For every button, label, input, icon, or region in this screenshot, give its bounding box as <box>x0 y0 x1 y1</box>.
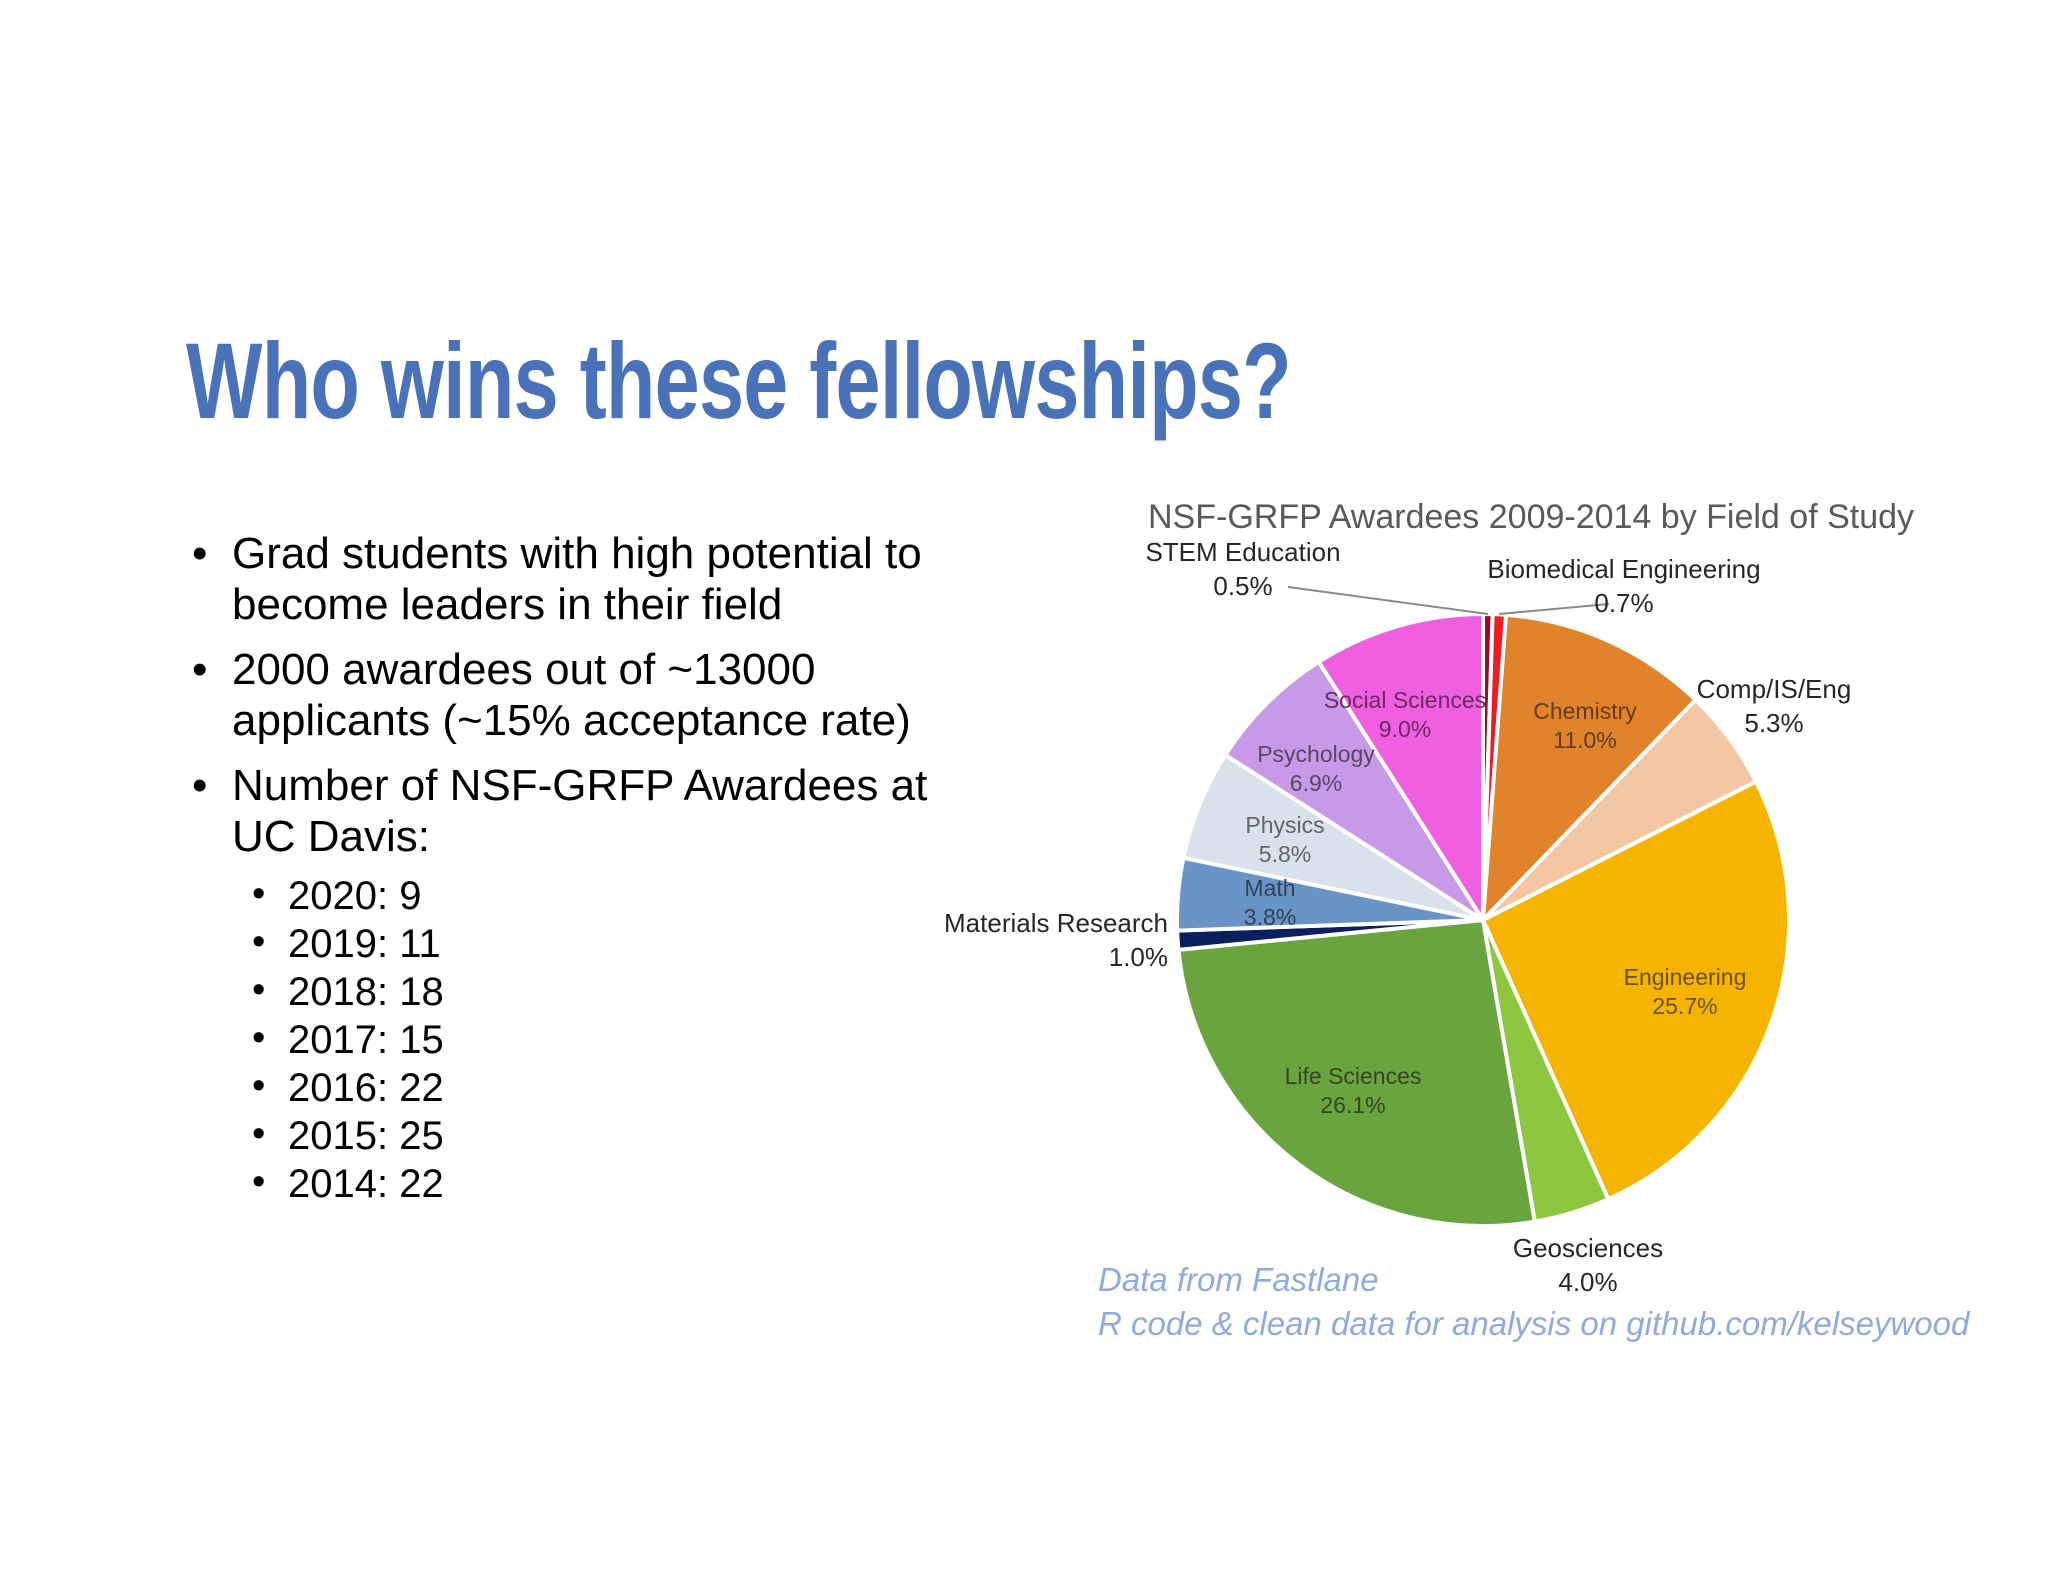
svg-text:11.0%: 11.0% <box>1553 727 1617 753</box>
svg-text:Physics: Physics <box>1245 812 1324 838</box>
svg-text:5.3%: 5.3% <box>1744 708 1803 738</box>
svg-text:0.5%: 0.5% <box>1213 571 1272 601</box>
svg-text:6.9%: 6.9% <box>1290 770 1342 796</box>
svg-text:1.0%: 1.0% <box>1109 942 1168 972</box>
svg-text:STEM Education: STEM Education <box>1145 537 1340 567</box>
svg-text:Social Sciences: Social Sciences <box>1324 687 1486 713</box>
svg-text:0.7%: 0.7% <box>1594 588 1653 618</box>
svg-text:Life Sciences: Life Sciences <box>1285 1063 1422 1089</box>
svg-text:Biomedical Engineering: Biomedical Engineering <box>1487 554 1760 584</box>
svg-text:25.7%: 25.7% <box>1652 993 1717 1019</box>
svg-text:3.8%: 3.8% <box>1244 904 1296 930</box>
svg-text:Psychology: Psychology <box>1257 741 1375 767</box>
svg-text:9.0%: 9.0% <box>1379 716 1431 742</box>
svg-text:Materials Research: Materials Research <box>944 908 1168 938</box>
svg-text:Math: Math <box>1244 875 1295 901</box>
svg-text:26.1%: 26.1% <box>1320 1092 1385 1118</box>
svg-text:Engineering: Engineering <box>1624 964 1747 990</box>
svg-text:5.8%: 5.8% <box>1259 841 1311 867</box>
svg-text:Comp/IS/Eng: Comp/IS/Eng <box>1697 674 1852 704</box>
svg-text:Chemistry: Chemistry <box>1533 698 1637 724</box>
